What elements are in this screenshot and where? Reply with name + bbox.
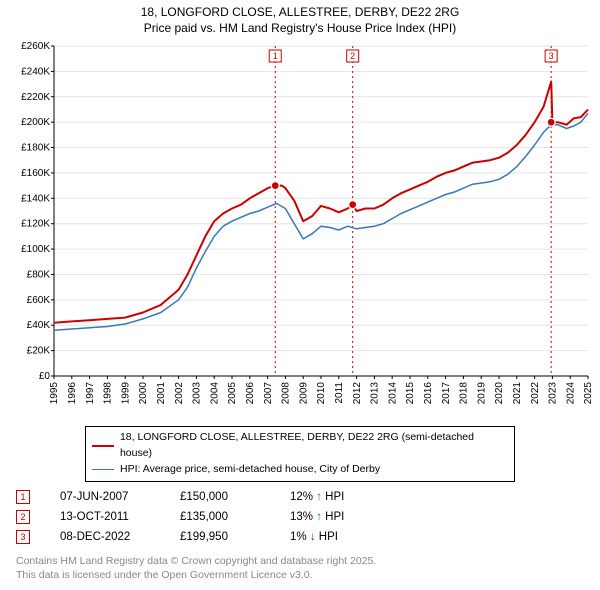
chart-legend: 18, LONGFORD CLOSE, ALLESTREE, DERBY, DE… [85, 426, 515, 481]
svg-text:2013: 2013 [370, 382, 381, 405]
sales-table: 1 07-JUN-2007 £150,000 12% ↑ HPI 2 13-OCT-201… [16, 490, 596, 544]
legend-swatch-hpi [92, 469, 114, 470]
svg-text:2018: 2018 [459, 382, 470, 405]
sale-price: £150,000 [180, 491, 260, 503]
svg-text:£40K: £40K [27, 321, 51, 332]
svg-text:2020: 2020 [494, 382, 505, 405]
chart-title-block: 18, LONGFORD CLOSE, ALLESTREE, DERBY, DE… [4, 4, 596, 36]
footer-attribution: Contains HM Land Registry data © Crown c… [16, 554, 596, 582]
sale-hpi-delta: 1% ↓ HPI [290, 531, 380, 543]
svg-text:£140K: £140K [21, 194, 50, 205]
svg-text:2019: 2019 [476, 382, 487, 405]
svg-text:£160K: £160K [21, 168, 50, 179]
sale-marker-icon: 2 [16, 510, 30, 524]
svg-text:2014: 2014 [387, 382, 398, 405]
svg-text:£20K: £20K [27, 346, 51, 357]
svg-text:£80K: £80K [27, 270, 51, 281]
svg-text:2022: 2022 [530, 382, 541, 405]
svg-text:1995: 1995 [49, 382, 60, 405]
title-line-1: 18, LONGFORD CLOSE, ALLESTREE, DERBY, DE… [4, 4, 596, 20]
svg-text:2004: 2004 [209, 382, 220, 405]
svg-text:2008: 2008 [281, 382, 292, 405]
svg-text:£180K: £180K [21, 143, 50, 154]
sale-hpi-delta: 12% ↑ HPI [290, 491, 380, 503]
svg-text:£100K: £100K [21, 244, 50, 255]
sales-row: 2 13-OCT-2011 £135,000 13% ↑ HPI [16, 510, 596, 524]
svg-text:1998: 1998 [103, 382, 114, 405]
sale-marker-icon: 1 [16, 490, 30, 504]
svg-text:£240K: £240K [21, 67, 50, 78]
price-chart: £0 £20K £40K £60K £80K £100K £120K £140K £160K £1… [6, 40, 594, 420]
svg-text:3: 3 [549, 51, 554, 61]
sale-date: 13-OCT-2011 [60, 511, 150, 523]
svg-text:2009: 2009 [298, 382, 309, 405]
svg-text:2006: 2006 [245, 382, 256, 405]
footer-line-2: This data is licensed under the Open Gov… [16, 568, 596, 582]
svg-text:2002: 2002 [174, 382, 185, 405]
footer-line-1: Contains HM Land Registry data © Crown c… [16, 554, 596, 568]
chart-svg: £0 £20K £40K £60K £80K £100K £120K £140K £160K £1… [6, 40, 594, 420]
svg-text:2010: 2010 [316, 382, 327, 405]
legend-label-hpi: HPI: Average price, semi-detached house,… [120, 462, 380, 478]
svg-text:2011: 2011 [334, 382, 345, 404]
svg-text:2: 2 [350, 51, 355, 61]
svg-text:£60K: £60K [27, 295, 51, 306]
sale-hpi-delta: 13% ↑ HPI [290, 511, 380, 523]
svg-text:2012: 2012 [352, 382, 363, 405]
svg-text:1997: 1997 [85, 382, 96, 405]
svg-text:£200K: £200K [21, 118, 50, 129]
sale-marker-icon: 3 [16, 530, 30, 544]
svg-text:£220K: £220K [21, 92, 50, 103]
sale-price: £135,000 [180, 511, 260, 523]
svg-text:2016: 2016 [423, 382, 434, 405]
svg-text:2003: 2003 [192, 382, 203, 405]
svg-text:1: 1 [273, 51, 278, 61]
svg-text:£120K: £120K [21, 219, 50, 230]
svg-text:2023: 2023 [548, 382, 559, 405]
sales-row: 1 07-JUN-2007 £150,000 12% ↑ HPI [16, 490, 596, 504]
svg-text:1999: 1999 [120, 382, 131, 405]
svg-text:2005: 2005 [227, 382, 238, 405]
svg-text:2021: 2021 [512, 382, 523, 405]
svg-text:2017: 2017 [441, 382, 452, 405]
svg-text:2025: 2025 [583, 382, 594, 405]
svg-text:2001: 2001 [156, 382, 167, 405]
svg-text:2007: 2007 [263, 382, 274, 405]
legend-swatch-property [92, 445, 114, 447]
sales-row: 3 08-DEC-2022 £199,950 1% ↓ HPI [16, 530, 596, 544]
svg-text:£260K: £260K [21, 41, 50, 52]
sale-date: 08-DEC-2022 [60, 531, 150, 543]
svg-text:2000: 2000 [138, 382, 149, 405]
legend-item-hpi: HPI: Average price, semi-detached house,… [92, 462, 508, 478]
svg-text:2015: 2015 [405, 382, 416, 405]
legend-label-property: 18, LONGFORD CLOSE, ALLESTREE, DERBY, DE… [120, 430, 508, 462]
svg-text:£0: £0 [39, 371, 51, 382]
svg-text:1996: 1996 [67, 382, 78, 405]
legend-item-property: 18, LONGFORD CLOSE, ALLESTREE, DERBY, DE… [92, 430, 508, 462]
sale-price: £199,950 [180, 531, 260, 543]
title-line-2: Price paid vs. HM Land Registry's House … [4, 20, 596, 36]
svg-text:2024: 2024 [565, 382, 576, 405]
sale-date: 07-JUN-2007 [60, 491, 150, 503]
